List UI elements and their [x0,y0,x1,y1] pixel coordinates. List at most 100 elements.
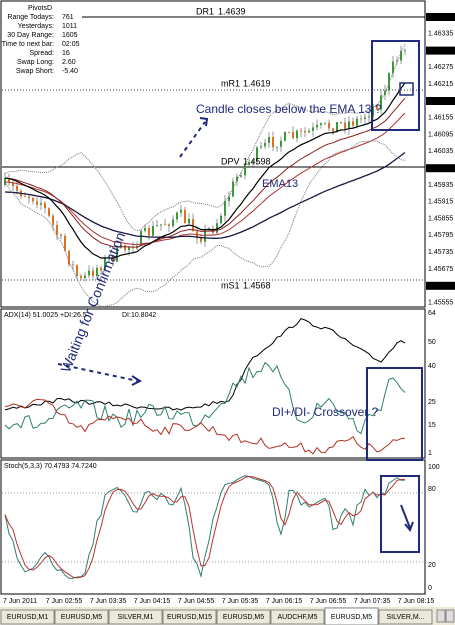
candle-body [320,123,322,126]
level-value: 1.4568 [243,280,271,290]
candle-body [144,228,146,231]
adx-axis-label: 1 [428,450,432,457]
time-label: 7 Jun 07:35 [354,598,391,605]
tab[interactable] [54,609,109,625]
stoch-axis-label: 20 [428,562,436,569]
tab-label[interactable]: EURUSD,M5 [223,614,264,621]
candle-body [300,130,302,132]
candle-body [284,132,286,141]
time-label: 7 Jun 05:35 [222,598,259,605]
time-label: 7 Jun 04:55 [178,598,215,605]
candle-body [396,60,398,62]
candle-body [140,230,142,247]
arrow [179,121,206,158]
candle-body [272,136,274,148]
candle-body [128,246,130,251]
price-label: 1.46155 [428,115,453,122]
ema13-line [4,82,406,259]
moving-average [4,97,406,248]
arrow [400,504,411,529]
level-value: 1.4639 [218,6,246,16]
tab-label[interactable]: AUDCHF,M5 [277,614,317,621]
candle-body [268,136,270,143]
candle-body [4,178,6,185]
tab[interactable] [108,609,163,625]
candle-body [112,256,114,262]
price-label: 1.45935 [428,182,453,189]
highlight-box [399,82,414,96]
tab[interactable] [378,609,433,625]
level-label: mS1 [221,280,240,290]
pivots-panel [2,2,82,82]
candle-body [388,73,390,91]
price-label: 1.46185 [428,98,453,105]
candle-body [24,196,26,198]
bollinger-band [4,43,406,232]
arrow-head [404,521,414,532]
chart-layer [2,16,425,579]
adx-axis-label: 15 [428,422,436,429]
tab[interactable] [324,607,379,625]
annotation: DI+/DI- Crossover ? [272,405,379,419]
time-label: 7 Jun 08:15 [398,598,435,605]
level-value: 1.4619 [243,78,271,88]
candle-body [172,219,174,227]
candle-body [224,200,226,216]
tab-label[interactable]: EURUSD,M5 [61,614,102,621]
tab-scroll-left[interactable] [436,609,446,623]
candle-body [40,203,42,205]
candle-body [68,250,70,265]
highlight-box [380,475,420,553]
level-label: DPV [221,156,240,166]
pivot-label: Yesterdays: [18,23,54,30]
tab[interactable] [270,609,325,625]
time-label: 7 Jun 2011 [3,598,37,605]
tab-label[interactable]: SILVER,M... [387,614,425,621]
candle-body [192,218,194,232]
tab[interactable] [162,609,217,625]
level-label: DR1 [196,6,214,16]
candle-body [260,146,262,148]
candle-body [312,127,314,131]
tab-label[interactable]: SILVER,M1 [117,614,153,621]
candle-body [288,132,290,133]
price-label: 1.46215 [428,81,453,88]
tab-label[interactable]: EURUSD,M1 [7,614,48,621]
candle-body [12,182,14,187]
candle-body [84,275,86,279]
candle-body [124,245,126,251]
candle-body [88,270,90,276]
price-highlight [426,97,455,105]
price-label: 1.45620 [428,283,453,290]
tab-scroll-right[interactable] [445,609,455,623]
time-label: 7 Jun 06:55 [310,598,347,605]
candle-body [104,258,106,271]
annotation: Candle closes below the EMA 13 ? [196,102,382,116]
candle-body [304,131,306,133]
stoch-d-line [4,475,406,579]
candle-body [316,125,318,128]
candle-body [228,196,230,201]
candle-body [184,209,186,224]
candle-body [240,175,242,177]
candle-body [380,95,382,110]
tab[interactable] [0,609,55,625]
moving-average [4,112,406,246]
price-label: 1.45675 [428,266,453,273]
candle-body [232,181,234,197]
candle-body [48,208,50,216]
adx-line [4,318,406,411]
adx-axis-label: 50 [428,339,436,346]
adx-frame [0,308,426,459]
candle-body [292,132,294,139]
tab-label[interactable]: EURUSD,M15 [167,614,212,621]
candle-body [220,215,222,224]
pivot-value: 1605 [62,32,78,39]
tab[interactable] [216,609,271,625]
candle-body [76,265,78,276]
tab-label[interactable]: EURUSD,M5 [331,614,372,621]
candle-body [404,50,406,52]
candle-body [360,118,362,120]
candle-body [400,51,402,61]
pivot-label: Swap Short: [16,68,54,75]
